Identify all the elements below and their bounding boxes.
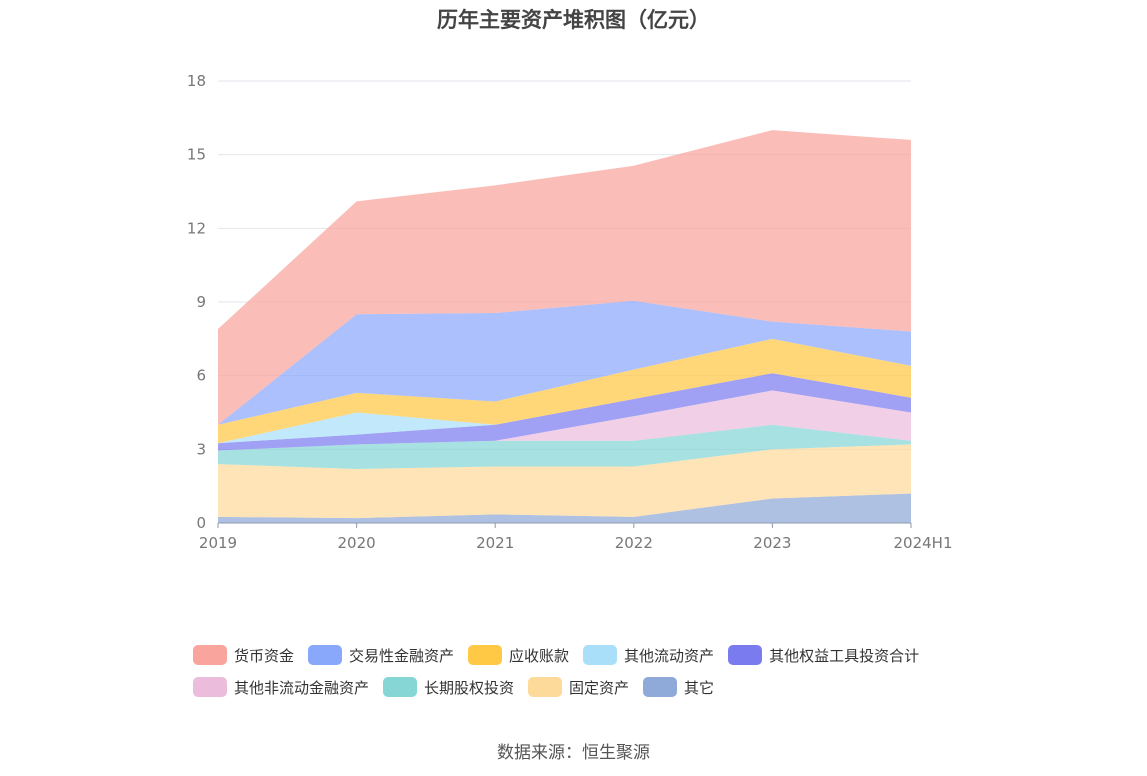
y-tick-label: 15 — [187, 146, 206, 164]
legend-item[interactable]: 其他非流动金融资产 — [193, 677, 369, 698]
legend-item[interactable]: 其他流动资产 — [583, 645, 714, 666]
legend-row: 货币资金 交易性金融资产 应收账款 其他流动资产 其他权益工具投资合计 — [193, 639, 993, 671]
legend-item[interactable]: 其他权益工具投资合计 — [728, 645, 919, 666]
x-tick-label: 2024H1 — [894, 534, 953, 552]
legend-label: 固定资产 — [569, 678, 630, 697]
legend-label: 长期股权投资 — [424, 678, 515, 697]
legend-label: 其他非流动金融资产 — [234, 678, 370, 697]
area-series-货币资金 — [218, 130, 911, 425]
legend-label: 应收账款 — [509, 646, 570, 665]
area-series-应收账款 — [218, 338, 911, 444]
area-series-长期股权投资 — [218, 424, 911, 469]
y-tick-label: 18 — [187, 72, 206, 90]
legend-label: 其他流动资产 — [624, 646, 715, 665]
area-series-交易性金融资产 — [218, 300, 911, 425]
legend-item[interactable]: 货币资金 — [193, 645, 294, 666]
area-series-其他非流动金融资产 — [218, 390, 911, 451]
legend-swatch — [193, 645, 227, 665]
x-tick-label: 2022 — [615, 534, 653, 552]
legend-label: 其他权益工具投资合计 — [769, 646, 920, 665]
legend: 货币资金 交易性金融资产 应收账款 其他流动资产 其他权益工具投资合计 其他非流动金融资… — [193, 639, 993, 703]
legend-swatch — [643, 677, 678, 697]
area-series-其他流动资产 — [218, 373, 911, 444]
chart-title: 历年主要资产堆积图（亿元） — [437, 8, 710, 32]
area-series — [218, 130, 911, 523]
legend-swatch — [468, 645, 503, 665]
x-tick-label: 2023 — [753, 534, 791, 552]
y-tick-label: 9 — [196, 293, 206, 311]
area-series-其它 — [218, 493, 911, 523]
legend-item[interactable]: 其它 — [643, 677, 714, 698]
legend-item[interactable]: 长期股权投资 — [383, 677, 514, 698]
legend-swatch — [383, 677, 418, 697]
legend-item[interactable]: 交易性金融资产 — [308, 645, 454, 666]
y-tick-label: 6 — [196, 367, 206, 385]
legend-swatch — [528, 677, 563, 697]
legend-item[interactable]: 应收账款 — [468, 645, 569, 666]
legend-item[interactable]: 固定资产 — [528, 677, 629, 698]
y-tick-label: 3 — [196, 440, 206, 458]
legend-label: 货币资金 — [234, 646, 295, 665]
y-tick-label: 12 — [187, 219, 206, 237]
legend-swatch — [728, 645, 763, 665]
legend-swatch — [308, 645, 343, 665]
data-source-note: 数据来源：恒生聚源 — [497, 743, 650, 763]
x-tick-label: 2019 — [199, 534, 237, 552]
legend-row: 其他非流动金融资产 长期股权投资 固定资产 其它 — [193, 671, 993, 703]
legend-label: 交易性金融资产 — [349, 646, 455, 665]
legend-label: 其它 — [684, 678, 715, 697]
axes: 0 3 6 9 12 15 18 2019 2020 2021 2022 2023 2024H1 — [187, 72, 953, 552]
area-series-固定资产 — [218, 444, 911, 519]
y-tick-label: 0 — [196, 514, 206, 532]
legend-swatch — [193, 677, 227, 697]
legend-swatch — [583, 645, 618, 665]
stacked-area-chart: 0 3 6 9 12 15 18 2019 2020 2021 2022 2023 2024H1 — [187, 72, 953, 552]
x-tick-label: 2020 — [338, 534, 376, 552]
x-tick-label: 2021 — [476, 534, 514, 552]
